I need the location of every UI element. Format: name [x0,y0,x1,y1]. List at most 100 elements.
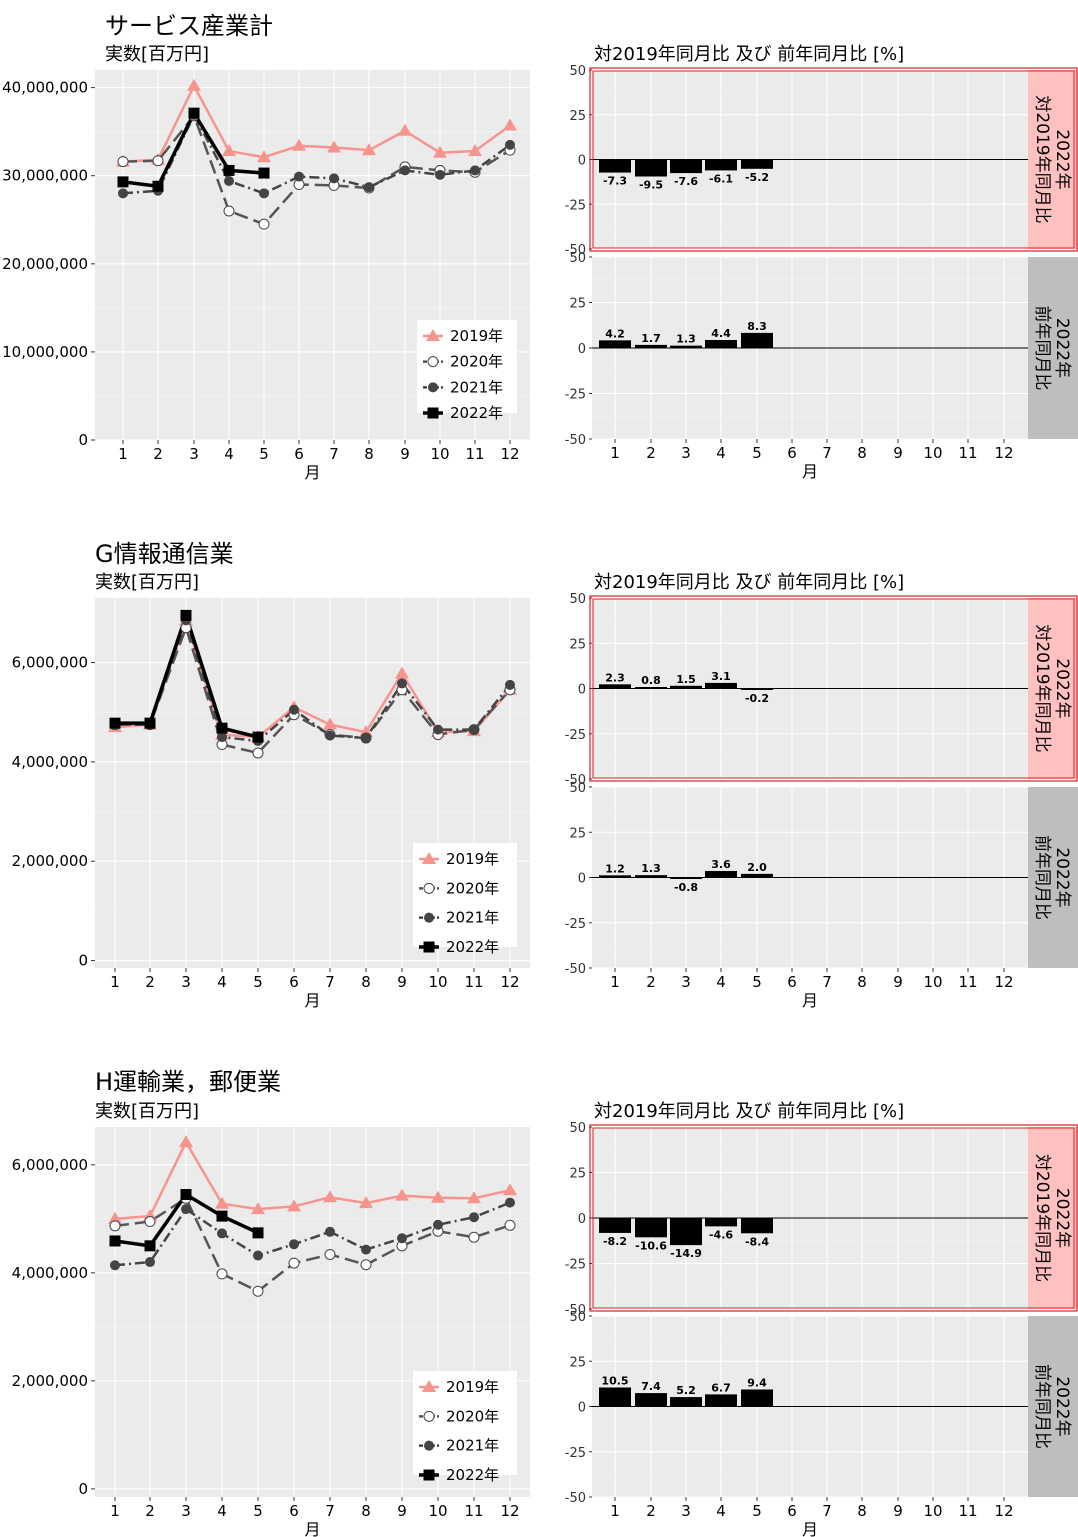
x-tick-label: 10 [923,444,942,462]
legend-key-marker [424,912,434,923]
series-point-2019年 [179,1135,193,1148]
bar [635,344,667,348]
legend-key-marker [423,882,435,894]
y-tick-label: 6,000,000 [12,1156,88,1174]
series-point-2020年 [252,747,264,759]
y-tick-label: -25 [565,1258,586,1273]
bar-value-label: 1.3 [641,862,661,875]
legend-key-marker [423,1410,435,1422]
series-point-2021年 [217,1228,227,1239]
series-point-2022年 [144,1240,156,1252]
series-point-2020年 [360,1259,372,1271]
y-tick-label: 0 [578,872,586,887]
y-tick-label: 25 [569,637,586,652]
x-tick-label: 7 [325,973,335,991]
x-tick-label: 1 [610,973,620,991]
series-line-2019年 [114,1140,511,1221]
x-axis-label: 月 [304,1520,320,1537]
bar [670,159,702,174]
x-tick-label: 9 [397,1502,407,1520]
highlight-frame-inner [592,1127,1075,1309]
series-point-2021年 [294,171,304,182]
x-tick-label: 8 [857,973,867,991]
y-tick-label: 0 [578,154,586,169]
x-tick-label: 2 [145,1502,155,1520]
series-point-2019年 [323,1190,337,1203]
bar [741,1218,773,1234]
x-tick-label: 2 [145,973,155,991]
bar [635,875,667,878]
series-point-2021年 [325,1226,335,1237]
series-point-2021年 [289,1239,299,1250]
x-tick-label: 5 [752,444,762,462]
y-tick-label: -25 [565,917,586,932]
series-point-2021年 [361,1244,371,1255]
series-point-2022年 [180,609,192,621]
series-point-2021年 [329,173,339,184]
legend-label: 2022年 [446,1466,499,1484]
series-point-2019年 [398,123,412,136]
series-point-2022年 [109,1235,121,1247]
series-line-2021年 [114,1201,511,1267]
bar [599,684,631,689]
series-point-2020年 [468,1231,480,1243]
x-tick-label: 11 [958,973,977,991]
y-tick-label: 4,000,000 [12,753,88,771]
bar [635,687,667,689]
x-tick-label: 11 [464,1502,483,1520]
bar-value-label: 1.2 [605,862,625,875]
bar-value-label: -7.3 [603,175,627,188]
bar-value-label: 4.2 [605,327,625,340]
y-tick-label: -50 [565,433,586,448]
series-point-2021年 [118,188,128,199]
series-point-2021年 [469,724,479,735]
y-axis-label: 実数[百万円] [105,44,209,65]
series-point-2021年 [435,169,445,180]
x-tick-label: 7 [822,1502,832,1520]
series-point-2019年 [362,143,376,156]
x-axis-label: 月 [304,463,320,482]
bar-value-label: -6.1 [709,172,733,185]
highlight-frame [589,67,1078,252]
y-tick-label: 50 [569,64,586,79]
series-point-2021年 [400,165,410,176]
y-tick-label: 50 [569,251,586,266]
legend-label: 2020年 [446,1407,499,1425]
x-tick-label: 6 [787,973,797,991]
facet-strip [1028,1127,1078,1309]
x-axis-label: 月 [802,991,818,1010]
series-point-2022年 [117,176,129,188]
x-tick-label: 9 [893,1502,903,1520]
bar-value-label: 1.7 [641,332,661,345]
y-tick-label: 0 [578,1401,586,1416]
series-point-2019年 [257,150,271,163]
series-point-2022年 [216,722,228,734]
series-point-2019年 [251,1202,265,1215]
series-point-2021年 [361,733,371,744]
x-tick-label: 6 [289,1502,299,1520]
series-point-2021年 [364,182,374,193]
bar [741,332,773,348]
x-tick-label: 5 [752,1502,762,1520]
series-point-2021年 [433,724,443,735]
y-tick-label: 0 [578,342,586,357]
bar-value-label: 9.4 [747,1376,767,1389]
facet-strip [1028,1316,1078,1497]
series-line-2019年 [122,84,511,163]
x-tick-label: 3 [681,444,691,462]
bar-panel-1: 50 25 0 -25 -50 -8.2 -10.6-14.9 -4.6 -8.4 2022年対2… [565,1121,1078,1318]
bar-value-label: 3.6 [711,858,731,871]
bar-value-label: 1.5 [676,673,696,686]
x-tick-label: 2 [646,973,656,991]
series-point-2021年 [289,704,299,715]
x-tick-label: 3 [681,973,691,991]
bar-value-label: 7.4 [641,1380,661,1393]
bar-value-label: 5.2 [676,1384,696,1397]
legend-label: 2022年 [446,938,499,956]
highlight-frame [589,1124,1078,1312]
x-tick-label: 11 [958,444,977,462]
x-tick-label: 12 [994,973,1013,991]
bar-value-label: -0.2 [745,692,769,705]
series-point-2019年 [222,144,236,157]
